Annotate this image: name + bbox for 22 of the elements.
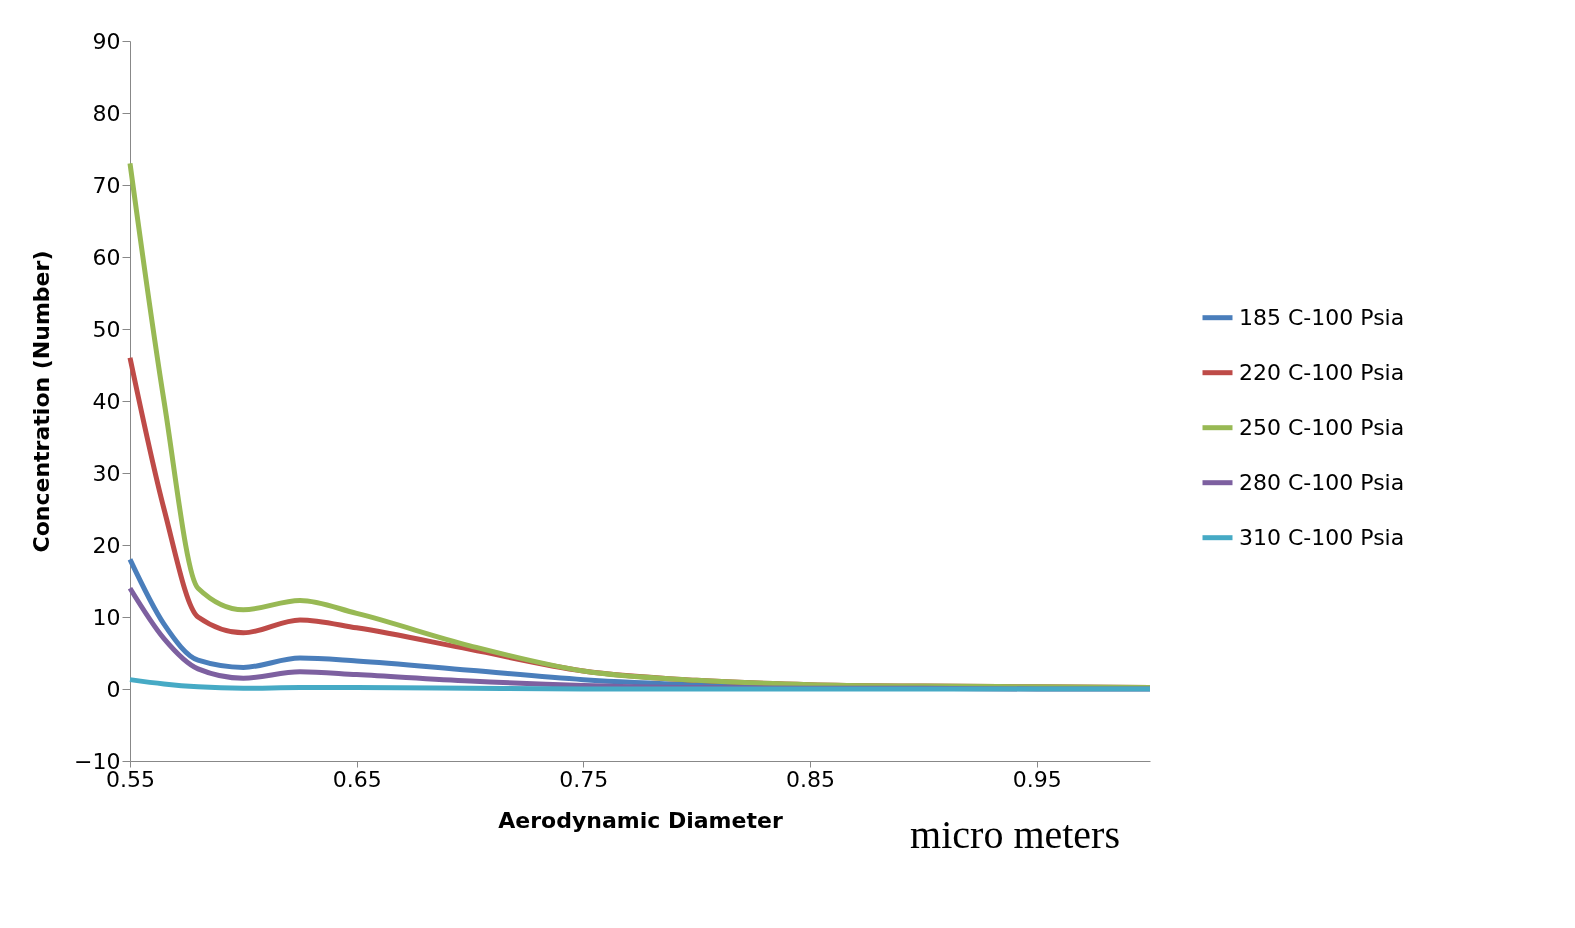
y-tick-label: 40 <box>92 388 121 414</box>
y-tick-label: 50 <box>92 316 121 342</box>
y-tick-label: 80 <box>92 100 121 126</box>
legend-label: 220 C-100 Psia <box>1239 359 1405 385</box>
x-tick-label: 0.85 <box>786 766 835 792</box>
x-axis-title: Aerodynamic Diameter <box>498 807 783 833</box>
y-tick-label: 70 <box>92 172 121 198</box>
y-tick-label: 90 <box>92 28 121 54</box>
y-axis-title: Concentration (Number) <box>29 250 55 553</box>
legend-label: 280 C-100 Psia <box>1239 469 1405 495</box>
y-tick-label: 60 <box>92 244 121 270</box>
x-tick-label: 0.65 <box>332 766 382 792</box>
y-tick-label: 10 <box>92 604 121 630</box>
y-tick-label: 30 <box>92 460 121 486</box>
x-tick-label: 0.95 <box>1012 766 1062 792</box>
x-tick-label: 0.75 <box>559 766 609 792</box>
legend-label: 250 C-100 Psia <box>1239 414 1405 440</box>
y-tick-label: 0 <box>106 676 121 702</box>
text: micro meters <box>910 812 1120 857</box>
legend-label: 185 C-100 Psia <box>1239 304 1405 330</box>
legend-label: 310 C-100 Psia <box>1239 524 1405 550</box>
y-tick-label: 20 <box>92 532 121 558</box>
